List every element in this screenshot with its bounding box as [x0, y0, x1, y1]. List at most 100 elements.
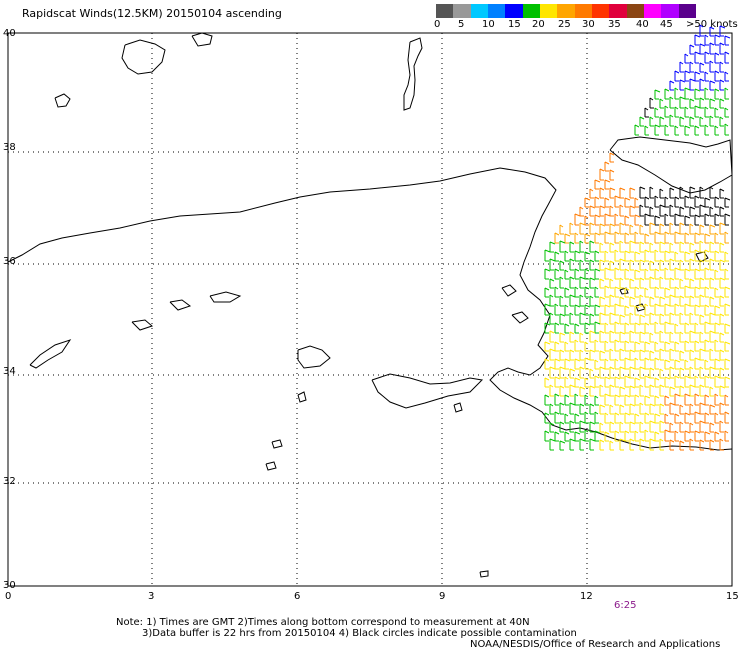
wind-barb: [674, 267, 681, 280]
wind-barb: [699, 384, 705, 397]
wind-barb: [569, 241, 575, 253]
small-lake-3: [297, 391, 307, 403]
wind-barb: [714, 52, 720, 64]
shott-feature-2: [371, 373, 484, 409]
wind-barb: [564, 250, 569, 262]
wind-barb: [659, 188, 664, 199]
shott-feature-3: [169, 299, 192, 311]
lon-label-15: 15: [726, 591, 739, 602]
wind-barb: [629, 259, 635, 271]
wind-barb: [709, 26, 715, 37]
wind-barb: [569, 402, 576, 415]
north-africa-coastline: [7, 167, 733, 451]
wind-barb: [679, 116, 685, 127]
wind-barb: [574, 304, 581, 316]
wind-barb: [679, 222, 685, 235]
wind-barb: [669, 331, 674, 343]
wind-barb: [644, 249, 650, 262]
wind-barb: [699, 24, 704, 37]
wind-barb: [664, 413, 669, 424]
wind-barb: [659, 348, 665, 361]
wind-barb: [554, 341, 560, 352]
wind-barb: [634, 214, 641, 226]
wind-barb: [594, 268, 601, 280]
wind-barb: [624, 340, 630, 352]
wind-barb: [694, 249, 700, 262]
menorca-outline: [191, 32, 213, 47]
wind-barb: [594, 196, 600, 208]
wind-barb: [674, 430, 679, 442]
wind-barb: [679, 331, 684, 343]
wind-barb: [699, 43, 706, 55]
kerkennah-outline: [501, 284, 517, 297]
wind-barb: [614, 213, 619, 226]
wind-barb: [724, 123, 729, 136]
wind-barb: [644, 303, 649, 316]
wind-barb: [654, 268, 660, 280]
wind-barb: [574, 339, 579, 352]
wind-barb: [544, 249, 551, 262]
wind-barb: [599, 350, 606, 361]
wind-barb: [599, 422, 604, 433]
wind-barb: [699, 420, 706, 433]
wind-barb: [554, 322, 560, 334]
wind-barb: [589, 403, 595, 415]
wind-barb: [624, 357, 631, 370]
wind-barb: [574, 377, 581, 388]
wind-barb: [659, 241, 666, 253]
wind-barb: [584, 394, 589, 406]
wind-barb: [724, 341, 731, 352]
wind-barb: [594, 395, 599, 406]
wind-barb: [674, 231, 681, 244]
wind-barb: [694, 214, 701, 226]
wind-barb: [564, 341, 569, 352]
wind-barb: [594, 359, 599, 370]
pantelleria-outline: [619, 287, 629, 295]
wind-barb: [574, 268, 580, 280]
scale-swatch-10: [609, 4, 627, 18]
wind-barb: [634, 305, 640, 316]
wind-barb: [659, 98, 664, 109]
wind-barb: [594, 286, 599, 298]
wind-barb: [679, 186, 684, 199]
wind-barb: [594, 304, 601, 316]
wind-barb: [724, 376, 731, 388]
wind-barb: [694, 322, 699, 334]
wind-barb: [564, 413, 569, 424]
wind-barb: [654, 357, 660, 370]
wind-barb: [689, 295, 695, 307]
wind-barb: [589, 349, 596, 361]
wind-barb: [644, 268, 649, 280]
wind-barb: [559, 276, 564, 289]
wind-barb: [544, 377, 550, 388]
wind-barb: [549, 366, 556, 379]
scale-label-4: 20: [532, 19, 545, 30]
wind-barb: [704, 249, 710, 262]
wind-barb: [589, 277, 596, 289]
wind-barb: [679, 421, 684, 433]
wind-barb: [664, 359, 671, 370]
wind-barb: [624, 430, 630, 442]
wind-barb: [599, 242, 604, 253]
wind-barb: [649, 367, 655, 379]
wind-barb: [654, 89, 661, 100]
wind-barb: [559, 224, 564, 235]
wind-barb: [699, 348, 706, 361]
wind-barb: [574, 250, 581, 262]
scale-label-5: 25: [558, 19, 571, 30]
wind-barb: [649, 97, 654, 109]
wind-barb: [629, 312, 634, 325]
wind-barb: [664, 303, 671, 316]
wind-barb: [579, 386, 586, 397]
coastlines: [7, 32, 733, 578]
wind-barb: [704, 431, 711, 442]
wind-barb: [614, 249, 619, 262]
wind-barb: [694, 411, 701, 424]
wind-barb: [674, 341, 680, 352]
lat-label-34: 34: [3, 366, 16, 377]
wind-barb: [664, 395, 670, 406]
graticule-grid: [7, 32, 733, 587]
wind-barb: [639, 294, 644, 307]
scale-label-0: 0: [434, 19, 441, 30]
wind-barb: [644, 213, 651, 226]
